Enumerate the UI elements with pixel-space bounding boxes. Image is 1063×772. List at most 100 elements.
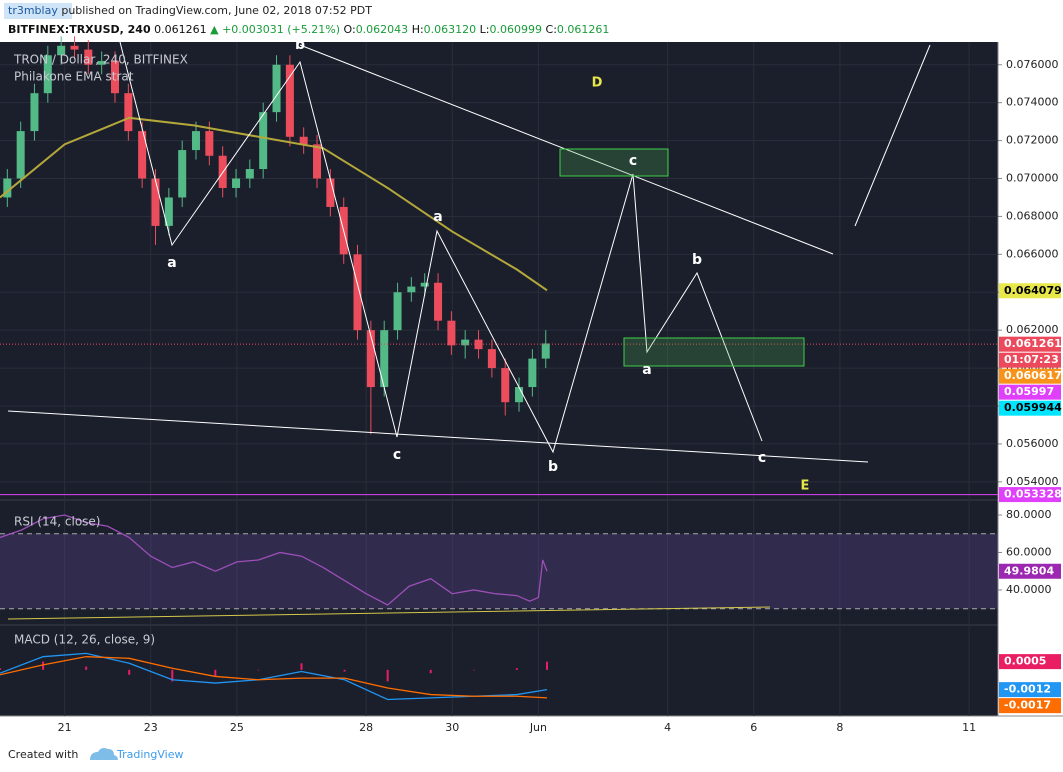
y-tick-label: 60.0000 <box>1006 545 1052 558</box>
wave-path <box>119 41 763 454</box>
x-tick-label: 30 <box>445 721 459 734</box>
candle-body <box>487 349 496 369</box>
candle-body <box>191 131 200 151</box>
histogram-bar <box>386 669 389 682</box>
candle-body <box>474 339 483 350</box>
price-badge <box>999 698 1061 714</box>
candle-body <box>515 387 524 403</box>
candle-body <box>461 339 470 346</box>
y-tick-label: 0.054000 <box>1006 475 1059 488</box>
price-badge-label: 0.061261 <box>1004 337 1062 350</box>
candle-body <box>30 93 39 132</box>
candle-body <box>299 136 308 145</box>
histogram-bar <box>42 661 45 670</box>
y-tick-label: 0.070000 <box>1006 172 1059 185</box>
histogram-bar <box>515 668 518 670</box>
ohlc-value: 0.062043 <box>356 23 409 36</box>
x-tick-label: 6 <box>750 721 757 734</box>
price-badge-label: 01:07:23 <box>1004 353 1059 366</box>
user-highlight <box>4 3 72 19</box>
target-box <box>623 337 805 367</box>
price-badge-label: 0.0005 <box>1004 655 1046 668</box>
y-tick-label: 0.062000 <box>1006 323 1059 336</box>
wave-label: c <box>393 447 401 463</box>
x-tick-label: 23 <box>144 721 158 734</box>
candle-body <box>84 49 93 65</box>
wave-label: c <box>629 153 637 169</box>
y-tick-label: 0.076000 <box>1006 58 1059 71</box>
candle-body <box>3 178 12 198</box>
wave-label: D <box>592 76 603 91</box>
histogram-bar <box>128 669 131 675</box>
y-tick-label: 40.0000 <box>1006 583 1052 596</box>
candle-body <box>353 254 362 331</box>
histogram-bar <box>171 669 174 682</box>
price-badge <box>999 682 1061 698</box>
published: published on TradingView.com, June 02, 2… <box>61 4 372 17</box>
indicator-line <box>0 116 548 292</box>
price-badge <box>999 400 1061 416</box>
candle-body <box>70 45 79 50</box>
indicator-legend: Philakone EMA strat <box>14 70 134 84</box>
candle-body <box>326 178 335 207</box>
symbol: BITFINEX:TRXUSD, 240 <box>8 23 151 36</box>
candle-body <box>151 178 160 226</box>
wave-label: b <box>548 459 558 475</box>
price-badge <box>999 487 1061 503</box>
price-badge <box>999 654 1061 670</box>
wave-label: a <box>642 362 651 378</box>
chart-pane <box>0 42 998 716</box>
price-badge-label: 0.059944 <box>1004 401 1062 414</box>
footer-text: Created with <box>8 748 78 761</box>
y-tick-label: 0.068000 <box>1006 209 1059 222</box>
x-tick-label: 4 <box>664 721 671 734</box>
candle-body <box>501 368 510 403</box>
trendline <box>7 410 869 463</box>
candle-body <box>407 286 416 293</box>
wave-label: E <box>801 479 810 494</box>
ohlc-label: L: <box>480 23 490 36</box>
target-box <box>559 148 669 177</box>
price-badge <box>999 384 1061 400</box>
wave-label: b <box>295 37 305 53</box>
trendline <box>854 44 931 227</box>
candle-body <box>541 343 550 359</box>
ohlc-value: 0.063120 <box>424 23 477 36</box>
rsi-legend: RSI (14, close) <box>14 515 100 529</box>
candle-body <box>447 320 456 346</box>
quote-line: BITFINEX:TRXUSD, 240 0.061261 ▲ +0.00303… <box>8 23 609 36</box>
candle-body <box>110 60 120 94</box>
histogram-bar <box>429 669 432 674</box>
x-tick-label: 28 <box>359 721 373 734</box>
x-tick-label: 8 <box>836 721 843 734</box>
price-badge-label: -0.0017 <box>1004 699 1051 712</box>
candle-body <box>16 131 25 179</box>
ohlc-label: C: <box>546 23 557 36</box>
price-badge <box>999 352 1061 368</box>
symbol-legend: TRON / Dollar, 240, BITFINEX <box>13 53 188 67</box>
price-badge-label: 0.064079 <box>1004 284 1062 297</box>
candle-body <box>124 93 133 132</box>
wave-label: b <box>692 252 702 268</box>
candle-body <box>178 150 187 198</box>
candle-body <box>43 55 52 94</box>
rsi-band <box>0 533 998 609</box>
ohlc-label: H: <box>412 23 424 36</box>
histogram-bar <box>546 661 549 670</box>
indicator-line <box>0 514 548 606</box>
candle-body <box>97 60 106 65</box>
user-name[interactable]: tr3mblay <box>8 4 58 17</box>
price-badge-label: 0.053328 <box>1004 488 1062 501</box>
candle-body <box>245 169 254 179</box>
histogram-bar <box>85 666 88 670</box>
candle-body <box>313 144 322 179</box>
wave-label: a <box>167 255 176 271</box>
brand-link[interactable]: TradingView <box>116 748 183 761</box>
price-badge <box>999 283 1061 299</box>
price-badge-label: 0.060617 <box>1004 369 1062 382</box>
y-tick-label: 0.072000 <box>1006 134 1059 147</box>
rsi-trendline <box>7 606 771 620</box>
histogram-bar <box>0 668 1 670</box>
histogram-bar <box>300 663 303 670</box>
histogram-bar <box>214 669 217 677</box>
